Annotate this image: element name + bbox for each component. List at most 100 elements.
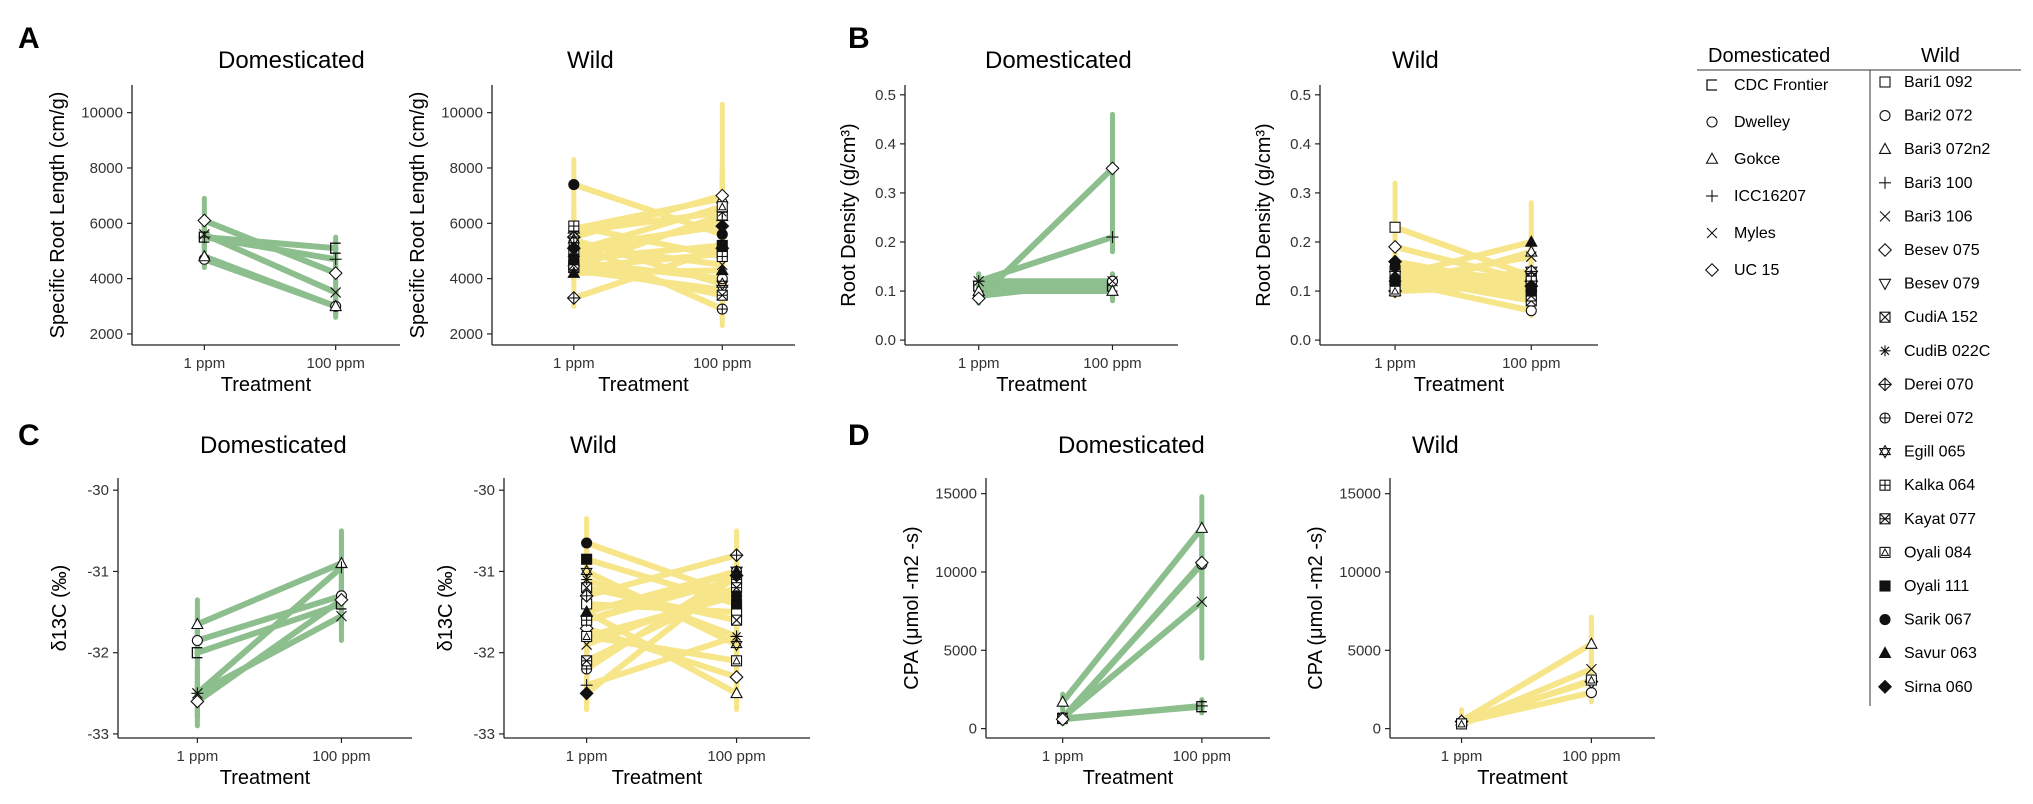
data-point: [581, 553, 593, 565]
data-point: [581, 655, 593, 667]
plot-title: Wild: [570, 432, 617, 459]
legend-marker: [1879, 345, 1891, 357]
series-line: [194, 560, 345, 628]
plots: Domesticated 2000 4000 6000 8000 10000 1 ppm 10…: [47, 47, 1655, 789]
y-tick-label: 6000: [90, 215, 123, 232]
legend-marker: [1879, 211, 1891, 222]
series-line: [583, 552, 740, 599]
legend-label: Bari1 092: [1904, 74, 1973, 91]
x-axis-label: Treatment: [1477, 767, 1568, 789]
legend-marker: [1877, 377, 1893, 392]
data-point: [330, 242, 341, 254]
plot-title: Wild: [1392, 47, 1439, 74]
x-tick-label: 1 ppm: [958, 355, 1000, 372]
series-line: [194, 564, 345, 697]
y-tick-label: 5000: [1348, 642, 1381, 659]
legend-item-domesticated: Dwelley: [1706, 114, 1790, 131]
data-point: [1195, 521, 1209, 533]
series-line: [1392, 238, 1535, 280]
x-tick-label: 1 ppm: [1441, 748, 1483, 765]
panel-letters: A B C D: [18, 22, 870, 452]
y-axis-label: Specific Root Length (cm/g): [407, 92, 429, 339]
legend-marker: [1879, 513, 1891, 525]
y-tick-label: 10000: [81, 105, 123, 122]
data-point: [1105, 161, 1120, 176]
x-axis-label: Treatment: [598, 374, 689, 396]
series-line: [583, 540, 740, 599]
plot-a-wild: Wild 2000 4000 6000 8000 10000 1 ppm 100 ppmTre…: [407, 47, 795, 396]
legend-item-domesticated: UC 15: [1704, 262, 1779, 279]
legend-item-domesticated: Gokce: [1705, 151, 1780, 168]
data-point: [336, 610, 347, 622]
data-point: [580, 564, 593, 579]
data-point: [197, 213, 212, 228]
data-point: [1388, 239, 1403, 254]
legend-label: Derei 072: [1904, 410, 1973, 427]
x-tick-label: 1 ppm: [177, 748, 219, 765]
data-point: [1586, 663, 1597, 675]
series-line: [583, 572, 740, 697]
data-point: [716, 303, 728, 315]
data-point: [1055, 712, 1070, 727]
y-tick-label: -31: [473, 563, 495, 580]
x-tick-label: 1 ppm: [1042, 748, 1084, 765]
series-line: [1392, 258, 1535, 290]
y-tick-label: 0.3: [1290, 185, 1311, 202]
data-point: [568, 253, 580, 265]
legend-item-wild: Egill 065: [1878, 444, 1965, 461]
series-line: [1392, 224, 1535, 280]
data-point: [579, 588, 594, 603]
data-point: [581, 630, 593, 642]
legend-marker: [1879, 580, 1891, 592]
series-line: [583, 568, 740, 616]
y-tick-label: 0.3: [875, 185, 896, 202]
legend-label: Besev 075: [1904, 242, 1980, 259]
y-tick-label: -32: [473, 645, 495, 662]
legend-label: Myles: [1734, 225, 1776, 242]
data-point: [1194, 555, 1209, 570]
legend-label: Bari2 072: [1904, 108, 1973, 125]
legend-item-wild: CudiA 152: [1879, 309, 1978, 326]
y-tick-label: -32: [87, 645, 109, 662]
legend-label: Oyali 084: [1904, 544, 1972, 561]
plot-b-wild: Wild 0.0 0.1 0.2 0.3 0.4 0.5 1 ppm 100 ppm Treatm…: [1253, 47, 1598, 396]
data-point: [716, 239, 728, 251]
data-point: [716, 289, 728, 301]
legend-marker: [1879, 176, 1891, 189]
y-tick-label: 0.4: [875, 136, 896, 153]
legend-label: Oyali 111: [1904, 578, 1969, 595]
x-tick-label: 100 ppm: [1502, 355, 1560, 372]
legend-label: Egill 065: [1904, 444, 1965, 461]
legend-label: CudiB 022C: [1904, 343, 1990, 360]
y-tick-label: 15000: [935, 486, 977, 503]
x-tick-label: 100 ppm: [1083, 355, 1141, 372]
y-tick-label: 4000: [450, 271, 483, 288]
data-point: [329, 253, 342, 266]
x-tick-label: 100 ppm: [693, 355, 751, 372]
series-line: [1059, 598, 1205, 721]
legend-item-wild: Derei 072: [1879, 410, 1973, 427]
legend-label: CudiA 152: [1904, 309, 1978, 326]
y-tick-label: 5000: [944, 642, 977, 659]
plot-title: Wild: [567, 47, 614, 74]
y-tick-label: 0.2: [1290, 234, 1311, 251]
legend-marker: [1879, 614, 1891, 626]
series-line: [570, 239, 726, 313]
data-point: [1585, 687, 1597, 699]
series-line: [570, 242, 726, 263]
legend-marker: [1878, 444, 1892, 459]
data-point: [971, 291, 986, 306]
data-point: [1107, 275, 1118, 287]
y-axis-label: Root Density (g/cm³): [1253, 123, 1275, 306]
legend-label: Gokce: [1734, 151, 1780, 168]
y-tick-label: 0.0: [875, 332, 896, 349]
x-axis-label: Treatment: [1414, 374, 1505, 396]
data-point: [731, 614, 743, 626]
data-point: [730, 637, 743, 652]
legend-wild-title: Wild: [1921, 45, 1960, 67]
legend-marker: [1877, 679, 1893, 694]
data-point: [581, 537, 593, 549]
data-point: [1456, 718, 1468, 730]
legend-item-wild: Sarik 067: [1879, 612, 1972, 629]
